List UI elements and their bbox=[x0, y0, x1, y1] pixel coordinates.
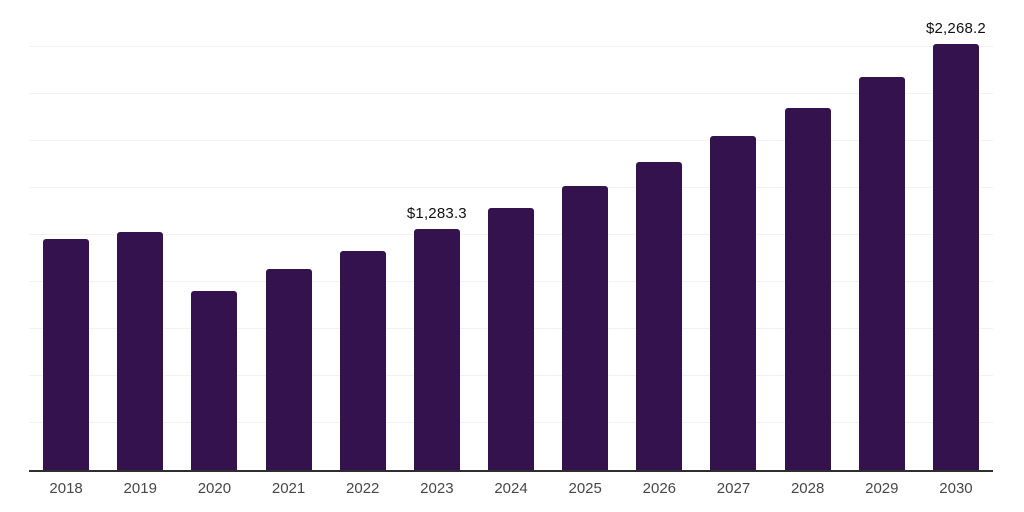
bar-2029[interactable] bbox=[858, 76, 905, 470]
bar-2025[interactable] bbox=[562, 186, 609, 470]
x-axis-labels: 2018 2019 2020 2021 2022 2023 2024 2025 2026 2027… bbox=[29, 480, 993, 497]
data-label-2030: $2,268.2 bbox=[925, 19, 986, 37]
bar-slot-2018 bbox=[29, 0, 103, 470]
bar-slot-2025 bbox=[548, 0, 622, 470]
bar-2030[interactable] bbox=[932, 43, 979, 470]
bar-2018[interactable] bbox=[43, 239, 90, 470]
bar-slot-2024 bbox=[474, 0, 548, 470]
x-tick-2022: 2022 bbox=[346, 480, 380, 497]
bar-2028[interactable] bbox=[784, 107, 831, 470]
x-tick-2023: 2023 bbox=[420, 480, 454, 497]
bar-2022[interactable] bbox=[339, 250, 386, 470]
bar-2021[interactable] bbox=[265, 269, 312, 470]
data-label-2023: $1,283.3 bbox=[406, 204, 467, 222]
bar-slot-2022 bbox=[326, 0, 400, 470]
bar-slot-2027 bbox=[696, 0, 770, 470]
bar-slot-2020 bbox=[177, 0, 251, 470]
x-tick-2018: 2018 bbox=[49, 480, 83, 497]
bar-slot-2028 bbox=[771, 0, 845, 470]
x-tick-2024: 2024 bbox=[494, 480, 528, 497]
x-tick-2029: 2029 bbox=[865, 480, 899, 497]
x-tick-2021: 2021 bbox=[271, 480, 306, 497]
x-axis-line bbox=[29, 470, 993, 472]
x-tick-2026: 2026 bbox=[642, 480, 677, 497]
bar-slot-2026 bbox=[622, 0, 696, 470]
x-tick-2019: 2019 bbox=[123, 480, 157, 497]
bar-slot-2029 bbox=[845, 0, 919, 470]
x-tick-2028: 2028 bbox=[790, 480, 825, 497]
bar-slot-2023: $1,283.3 bbox=[400, 0, 474, 470]
bar-2019[interactable] bbox=[117, 231, 164, 470]
x-tick-2025: 2025 bbox=[568, 480, 602, 497]
bars: $1,283.3 $2,268.2 bbox=[29, 0, 993, 470]
bar-2023[interactable] bbox=[413, 228, 460, 470]
plot-area: $1,283.3 $2,268.2 bbox=[29, 0, 993, 472]
bar-2020[interactable] bbox=[191, 291, 238, 470]
bar-2027[interactable] bbox=[710, 135, 757, 470]
bar-2024[interactable] bbox=[488, 208, 535, 470]
bar-slot-2019 bbox=[103, 0, 177, 470]
bar-slot-2021 bbox=[251, 0, 325, 470]
x-tick-2030: 2030 bbox=[939, 480, 973, 497]
x-tick-2020: 2020 bbox=[197, 480, 232, 497]
bar-2026[interactable] bbox=[636, 162, 683, 470]
x-tick-2027: 2027 bbox=[716, 480, 751, 497]
bar-slot-2030: $2,268.2 bbox=[919, 0, 993, 470]
